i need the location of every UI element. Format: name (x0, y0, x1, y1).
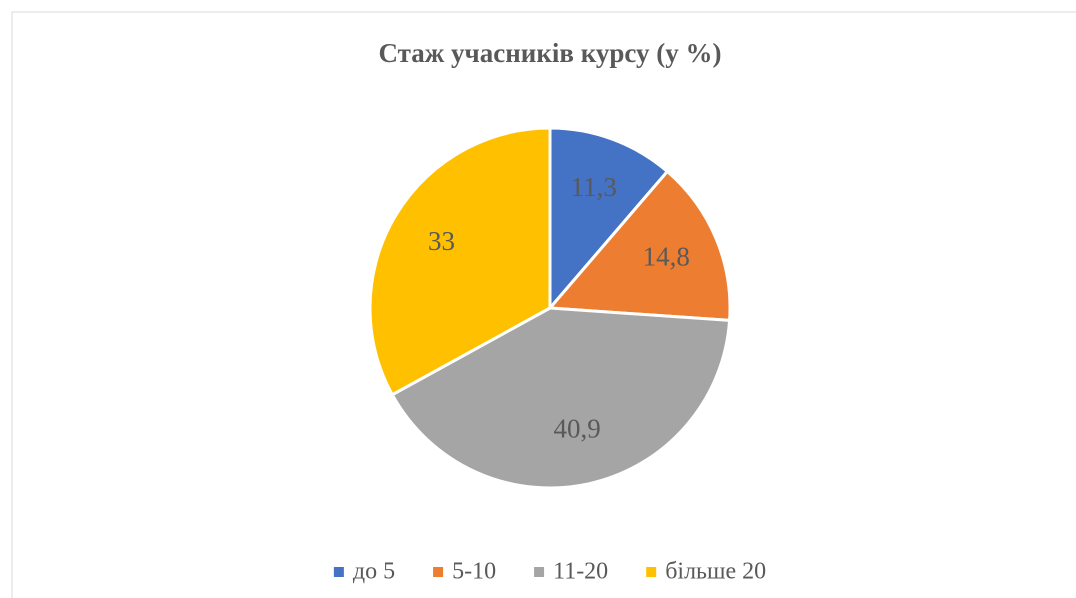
legend-label: більше 20 (665, 559, 766, 585)
data-label: 11,3 (571, 172, 617, 202)
legend-label: до 5 (353, 559, 395, 585)
legend-label: 11-20 (553, 559, 608, 585)
pie-slice (368, 126, 552, 397)
legend-label: 5-10 (452, 559, 496, 585)
data-label: 33 (428, 226, 455, 256)
legend-swatch (646, 567, 657, 577)
pie-slice (390, 306, 732, 490)
legend-swatch (333, 567, 344, 577)
pie-slice (546, 169, 732, 323)
legend-swatch (433, 567, 444, 577)
data-label: 40,9 (553, 413, 600, 443)
pie-slice (548, 126, 670, 313)
legend-swatch (534, 567, 545, 577)
data-label: 14,8 (643, 242, 690, 272)
chart-title: Стаж учасників курсу (у %) (378, 38, 721, 68)
